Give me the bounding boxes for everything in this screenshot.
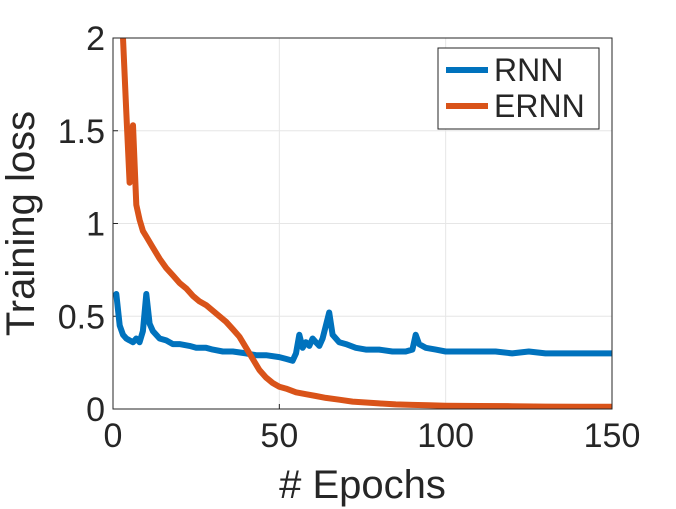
x-tick-label: 150: [584, 417, 641, 455]
x-tick-label: 50: [260, 417, 298, 455]
series-line-ernn: [120, 38, 612, 409]
y-tick-label: 0.5: [58, 298, 105, 336]
x-axis-label: # Epochs: [279, 463, 446, 507]
legend-label-rnn: RNN: [494, 52, 563, 88]
x-tick-label: 0: [104, 417, 123, 455]
axes-frame: [112, 37, 613, 410]
legend: RNN ERNN: [437, 47, 600, 130]
legend-label-ernn: ERNN: [494, 88, 585, 124]
series-line-rnn: [113, 291, 612, 364]
x-ticks: 0 50 100 150: [104, 404, 641, 455]
x-tick-label: 100: [417, 417, 474, 455]
y-tick-label: 0: [86, 391, 105, 429]
y-tick-label: 1.5: [58, 113, 105, 151]
y-ticks: 0 0.5 1 1.5 2: [58, 20, 118, 429]
y-tick-label: 1: [86, 206, 105, 244]
y-tick-label: 2: [86, 20, 105, 58]
y-axis-label: Training loss: [0, 111, 43, 336]
series-layer: [113, 38, 612, 409]
legend-box: [437, 47, 600, 130]
